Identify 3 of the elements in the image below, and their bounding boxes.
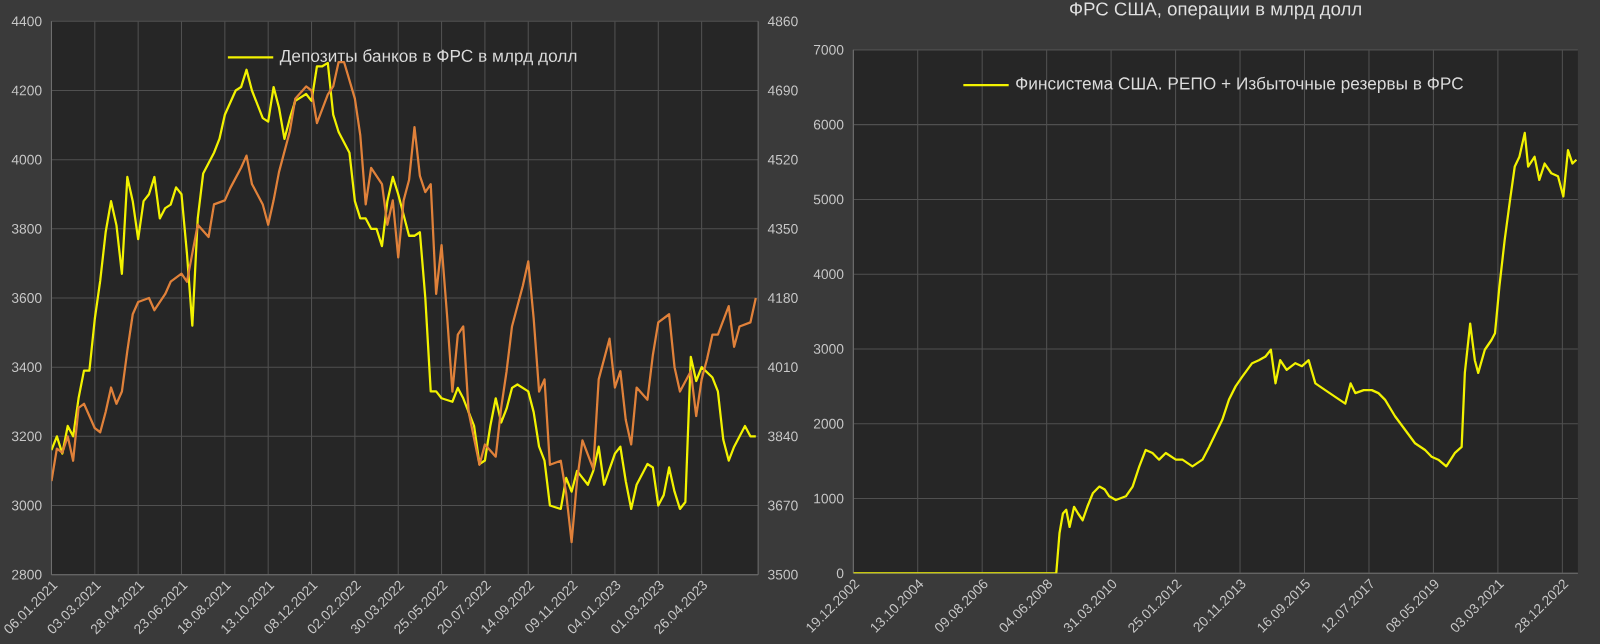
legend-label: Финсистема США. РЕПО + Избыточные резервы в ФРС: [1016, 76, 1464, 93]
chart-title: ФРС США, операции в млрд долл: [1070, 2, 1361, 20]
legend-label: Депозиты банков в ФРС в млрд долл: [279, 49, 577, 66]
